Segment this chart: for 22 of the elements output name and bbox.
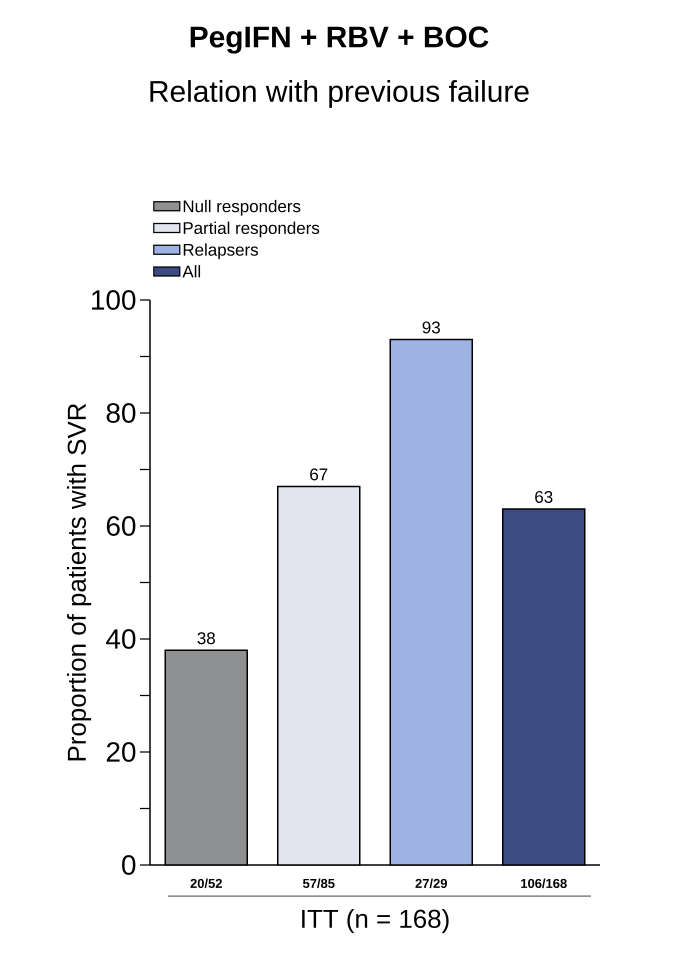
- data-label: 67: [310, 468, 328, 480]
- legend-label: All: [182, 265, 200, 278]
- y-tick-label: 80: [106, 403, 136, 423]
- x-tick-label: 27/29: [416, 878, 447, 888]
- x-tick-label: 20/52: [190, 878, 222, 888]
- data-label: 93: [422, 321, 440, 334]
- y-tick-label: 0: [122, 855, 136, 875]
- legend-label: Partial responders: [184, 222, 320, 238]
- x-tick-label: 57/85: [302, 878, 335, 888]
- chart-subtitle: Relation with previous failure: [150, 80, 529, 108]
- data-label: 38: [197, 632, 215, 644]
- legend-label: Relapsers: [184, 243, 258, 260]
- x-axis-title: ITT (n = 168): [302, 909, 449, 934]
- y-axis-title: Proportion of patients with SVR: [66, 404, 92, 760]
- legend-label: Null responders: [184, 200, 300, 216]
- x-tick-label: 106/168: [521, 878, 567, 888]
- chart-title: PegIFN + RBV + BOC: [190, 26, 488, 54]
- y-tick-label: 100: [92, 290, 136, 310]
- y-tick-label: 40: [106, 629, 136, 649]
- y-tick-label: 20: [106, 742, 136, 762]
- data-label: 63: [535, 490, 552, 503]
- y-tick-label: 60: [106, 516, 136, 536]
